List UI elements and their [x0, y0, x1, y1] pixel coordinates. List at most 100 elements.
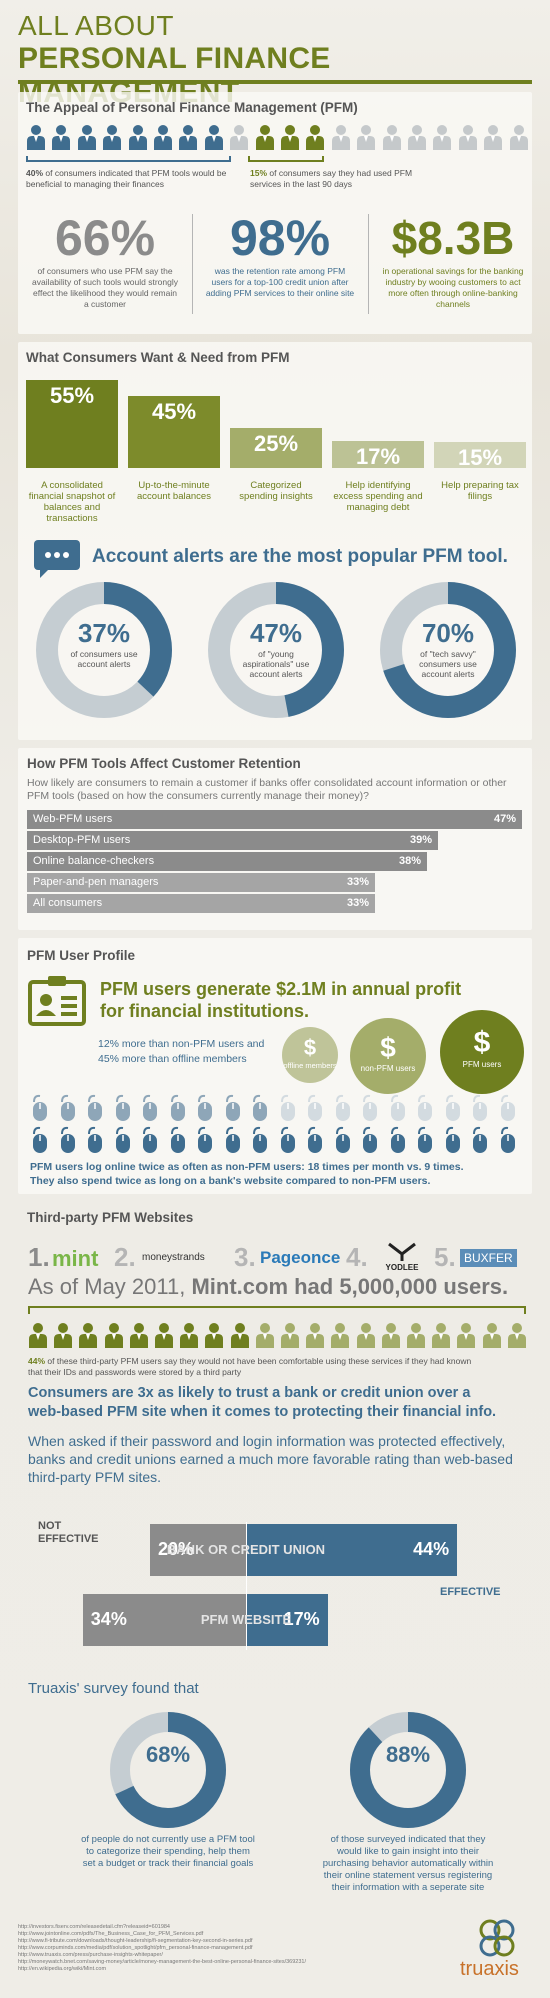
mouse-icon: [166, 1126, 190, 1159]
comparison-row-label: BANK OR CREDIT UNION: [166, 1542, 326, 1557]
mouse-icon: [138, 1094, 162, 1127]
mouse-icon: [111, 1094, 135, 1127]
header-rule: [18, 80, 532, 84]
want-bar-value: 17%: [355, 444, 401, 469]
survey-donut-caption: of those surveyed indicated that they wo…: [322, 1834, 494, 1893]
yodlee-mark-icon: [388, 1242, 416, 1261]
donut-value-arc: [380, 582, 516, 718]
truaxis-logo-text: truaxis: [460, 1958, 519, 1980]
effective-bar: 44%: [246, 1524, 458, 1576]
thirdparty-title: Third-party PFM Websites: [27, 1210, 194, 1225]
site-rank-3: 3.: [234, 1242, 256, 1272]
sources-list: http://investors.fiserv.com/releasedetai…: [18, 1924, 438, 1973]
person-icon: [77, 124, 97, 155]
donut-value-arc: [36, 582, 172, 718]
wants-title: What Consumers Want & Need from PFM: [26, 350, 290, 365]
mouse-icon: [468, 1094, 492, 1127]
profile-sub-line1: 12% more than non-PFM users and: [98, 1038, 265, 1050]
person-icon: [230, 1322, 250, 1353]
mouse-icon: [358, 1126, 382, 1159]
profile-caption-line2: They also spend twice as long on a bank'…: [30, 1175, 431, 1187]
person-icon: [280, 124, 300, 155]
donut-pct: 47%: [249, 617, 303, 648]
stat-83b: $8.3B in operational savings for the ban…: [378, 212, 528, 310]
person-icon: [28, 1322, 48, 1353]
chat-bubble-icon: [34, 540, 80, 578]
mint-logo-text: mint: [52, 1246, 99, 1271]
profile-headline: PFM users generate $2.1M in annual profi…: [100, 978, 461, 1022]
person-icon: [204, 1322, 224, 1353]
person-icon: [509, 124, 529, 155]
want-bar: 17%: [332, 441, 424, 469]
donut-chart: 68%: [110, 1712, 226, 1828]
site-rank-4: 4.: [346, 1242, 368, 1272]
coin-nonpfm-label: non-PFM users: [360, 1064, 416, 1073]
asked-statement: When asked if their password and login i…: [28, 1433, 513, 1485]
thirdparty-note-text: of these third-party PFM users say they …: [28, 1356, 472, 1377]
mouse-row-pfm: [28, 1126, 528, 1156]
person-icon: [431, 1322, 451, 1353]
mouse-icon: [28, 1094, 52, 1127]
thirdparty-note-pct: 44%: [28, 1356, 46, 1366]
coin-offline-symbol: $: [303, 1035, 317, 1060]
retention-bar-label: Web-PFM users: [33, 813, 113, 825]
wants-bar-chart: 55% A consolidated financial snapshot of …: [26, 372, 532, 532]
mouse-icon: [83, 1094, 107, 1127]
donut-pct: 68%: [145, 1742, 191, 1768]
stat-98: 98% was the retention rate among PFM use…: [205, 212, 355, 299]
source-link[interactable]: http://www.fi-tribute.com/downloads/thou…: [18, 1938, 253, 1944]
person-icon: [331, 124, 351, 155]
retention-bar-value: 33%: [346, 897, 369, 909]
source-link[interactable]: http://en.wikipedia.org/wiki/Mint.com: [18, 1966, 107, 1972]
thirdparty-bracket: [28, 1306, 526, 1314]
not-effective-bar: 34%: [82, 1594, 246, 1646]
retention-title: How PFM Tools Affect Customer Retention: [27, 756, 301, 771]
mouse-icon: [303, 1094, 327, 1127]
stat-83b-value: $8.3B: [391, 212, 515, 264]
mouse-icon: [83, 1126, 107, 1159]
source-link[interactable]: http://www.jointonline.com/pdfs/The_Busi…: [18, 1931, 204, 1937]
source-link[interactable]: http://moneywatch.bnet.com/saving-money/…: [18, 1959, 306, 1965]
donut-chart: 70% of "tech savvy" consumers use account…: [380, 582, 516, 718]
retention-bar-value: 38%: [398, 855, 421, 867]
thirdparty-note: 44% of these third-party PFM users say t…: [28, 1356, 478, 1378]
donut-pct: 37%: [77, 617, 131, 648]
alerts-heading: Account alerts are the most popular PFM …: [92, 546, 508, 567]
pageonce-logo-text: Pageonce: [260, 1248, 341, 1267]
person-icon: [128, 124, 148, 155]
person-icon: [458, 124, 478, 155]
donut-text: of "tech savvy" consumers use account al…: [419, 648, 477, 679]
buxfer-logo-text: BUXFER: [464, 1251, 513, 1265]
mouse-icon: [193, 1126, 217, 1159]
retention-bar-label: Paper-and-pen managers: [33, 876, 159, 888]
person-icon: [178, 124, 198, 155]
want-bar-label: Help preparing tax filings: [441, 480, 519, 502]
retention-bar: Paper-and-pen managers 33%: [27, 873, 375, 892]
want-bar: 15%: [434, 442, 526, 470]
want-bar-label: A consolidated financial snapshot of bal…: [28, 480, 116, 524]
mouse-icon: [248, 1094, 272, 1127]
appeal-right-text: of consumers say they had used PFM servi…: [250, 168, 413, 189]
appeal-right-pct: 15%: [250, 168, 268, 178]
mouse-icon: [166, 1094, 190, 1127]
stat-divider-1: [192, 214, 193, 314]
person-icon: [407, 124, 427, 155]
want-bar-label: Up-to-the-minute account balances: [137, 480, 211, 502]
mouse-icon: [28, 1126, 52, 1159]
source-link[interactable]: http://www.corpuminds.com/media/pdf/solu…: [18, 1945, 253, 1951]
retention-bar: All consumers 33%: [27, 894, 375, 913]
mouse-icon: [111, 1126, 135, 1159]
truaxis-logo-icon: [476, 1918, 516, 1958]
coin-offline-members: $ offline members: [282, 1027, 338, 1083]
person-icon: [129, 1322, 149, 1353]
person-icon: [255, 1322, 275, 1353]
person-icon: [381, 1322, 401, 1353]
retention-bar-label: Desktop-PFM users: [33, 834, 131, 846]
pageonce-logo: Pageonce: [260, 1248, 340, 1268]
person-icon: [356, 124, 376, 155]
source-link[interactable]: http://www.truaxis.com/press/purchase-in…: [18, 1952, 163, 1958]
stat-98-value: 98%: [229, 210, 331, 266]
source-link[interactable]: http://investors.fiserv.com/releasedetai…: [18, 1924, 170, 1930]
profile-headline-line1: PFM users generate $2.1M in annual profi…: [100, 979, 462, 999]
